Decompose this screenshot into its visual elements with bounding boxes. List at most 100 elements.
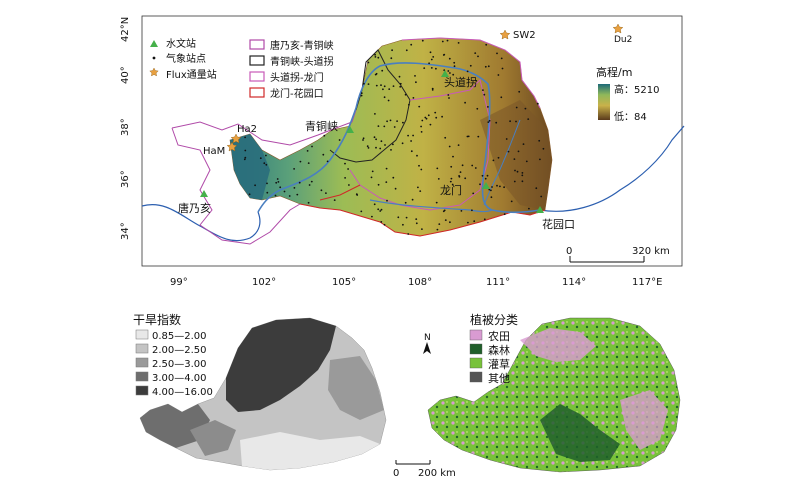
label-ham: HaM — [203, 146, 225, 157]
met-station-dot — [500, 57, 503, 60]
met-station-dot — [344, 177, 346, 179]
reach-qtx-tdg-boundary — [329, 49, 411, 163]
met-station-dot — [325, 192, 327, 195]
met-station-dot — [521, 180, 524, 183]
vegetation-legend-swatch — [469, 343, 483, 355]
yellow-river-main — [257, 62, 541, 214]
north-arrow: N — [423, 333, 431, 354]
met-station-dot — [466, 135, 469, 138]
met-station-dot — [288, 195, 291, 197]
met-station-dot — [527, 118, 530, 120]
met-station-dot — [263, 162, 266, 165]
met-station-dot — [425, 117, 428, 120]
aridity-zone-mid — [328, 356, 384, 420]
met-station-dot — [415, 218, 418, 221]
yellow-river-downstream — [539, 125, 685, 212]
met-station-dot — [501, 67, 504, 70]
hydro-station-qtx — [346, 126, 354, 133]
legend-hydro-label: 水文站 — [166, 37, 196, 50]
met-station-dot — [477, 135, 480, 138]
top-scale-start: 0 — [566, 246, 572, 257]
met-station-dot — [283, 190, 286, 193]
met-station-dot — [459, 171, 462, 174]
label-huayuankou: 花园口 — [542, 218, 575, 231]
met-station-dot — [259, 157, 262, 160]
met-station-dot — [509, 120, 511, 123]
met-station-dot — [299, 160, 302, 163]
aridity-zone-high — [226, 318, 336, 412]
met-station-dot — [380, 208, 383, 211]
met-station-dot — [510, 200, 513, 203]
reach-legend-label: 青铜峡-头道拐 — [270, 55, 334, 68]
north-arrow-icon — [423, 342, 431, 354]
met-station-dot — [420, 131, 423, 133]
met-station-dot — [373, 203, 376, 206]
lon-label: 114° — [562, 277, 586, 288]
met-station-dot — [298, 181, 301, 184]
met-station-dot — [471, 209, 473, 212]
met-station-dot — [421, 119, 424, 122]
met-station-dot — [387, 99, 390, 102]
met-station-dot — [490, 196, 493, 199]
met-station-dot — [490, 189, 492, 192]
met-station-dot — [405, 216, 408, 219]
met-station-dot — [307, 162, 310, 165]
met-station-dot — [434, 111, 437, 114]
met-station-dot — [429, 51, 432, 54]
met-station-dot — [487, 65, 490, 68]
met-station-dot — [389, 119, 392, 122]
met-station-dot — [514, 169, 516, 172]
met-station-dot — [338, 139, 341, 141]
met-station-dot — [484, 65, 487, 68]
top-scale-end: 320 km — [632, 246, 670, 257]
met-station-dot — [276, 178, 279, 180]
reach-tnh-qtx-boundary — [171, 109, 357, 245]
aridity-legend-swatch — [135, 371, 149, 382]
legend-station-types: 水文站 气象站点 Flux通量站 — [149, 37, 217, 81]
met-station-dot — [495, 121, 498, 124]
met-station-dot — [450, 177, 453, 180]
met-station-dot — [374, 53, 376, 56]
met-station-dot — [438, 223, 441, 226]
met-station-dot — [380, 140, 383, 143]
met-station-dot — [448, 97, 450, 99]
met-station-dot — [420, 125, 422, 128]
met-station-dot — [407, 134, 409, 137]
met-station-dot — [472, 192, 475, 195]
met-station-dot — [399, 85, 402, 88]
met-station-dot — [344, 162, 346, 165]
met-station-dot — [521, 172, 524, 174]
met-station-dot — [435, 116, 438, 119]
met-station-dot — [377, 56, 380, 59]
met-station-dot — [452, 155, 454, 158]
met-station-dot — [476, 107, 479, 110]
met-station-dot — [383, 96, 386, 99]
basin-west-dark — [230, 134, 270, 200]
met-station-dot — [388, 88, 391, 90]
aridity-legend-label: 4.00—16.00 — [152, 387, 213, 398]
met-station-dot — [461, 164, 464, 167]
met-station-dot — [371, 215, 373, 218]
met-station-dot — [500, 96, 503, 99]
aridity-legend-label: 3.00—4.00 — [152, 373, 207, 384]
met-station-dot — [293, 187, 296, 189]
met-station-dot — [383, 223, 386, 226]
met-station-dot — [398, 75, 401, 78]
aridity-scale-bar: 0 200 km — [393, 460, 456, 479]
met-station-dot — [243, 158, 246, 161]
aridity-title: 干旱指数 — [133, 312, 181, 327]
met-station-dot — [435, 201, 438, 204]
met-station-dot — [437, 178, 440, 180]
vegetation-legend-label: 森林 — [488, 343, 510, 357]
met-station-dot — [423, 67, 426, 69]
met-station-dot — [483, 93, 486, 96]
label-du2: Du2 — [614, 35, 632, 45]
flux-star-du2 — [612, 23, 624, 34]
met-station-dot — [435, 67, 437, 70]
met-station-dot — [310, 180, 313, 183]
north-arrow-label: N — [424, 333, 431, 343]
met-station-dot — [244, 156, 247, 159]
label-longmen: 龙门 — [440, 183, 462, 197]
label-qingtongxia: 青铜峡 — [305, 119, 338, 133]
met-station-dot — [487, 106, 489, 108]
